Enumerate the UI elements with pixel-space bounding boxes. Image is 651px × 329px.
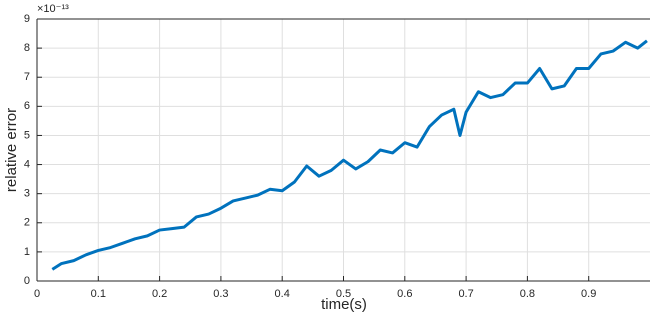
x-tick-label: 0.4 <box>275 288 290 300</box>
y-multiplier: ×10⁻¹³ <box>37 3 69 15</box>
y-tick-label: 6 <box>24 100 30 112</box>
x-tick-label: 0.6 <box>397 288 412 300</box>
y-tick-label: 5 <box>24 129 30 141</box>
y-tick-label: 8 <box>24 42 30 54</box>
x-tick-label: 0.9 <box>581 288 596 300</box>
x-tick-label: 0.2 <box>152 288 167 300</box>
x-tick-label: 0.3 <box>213 288 228 300</box>
data-line <box>51 39 648 271</box>
y-tick-label: 0 <box>24 275 30 287</box>
x-axis-label: time(s) <box>321 296 367 313</box>
y-axis-label: relative error <box>3 108 20 192</box>
y-tick-label: 7 <box>24 71 30 83</box>
y-tick-label: 3 <box>24 188 30 200</box>
x-tick-label: 0.7 <box>458 288 473 300</box>
y-tick-label: 4 <box>24 158 30 170</box>
x-tick-label: 0.1 <box>91 288 106 300</box>
x-tick-label: 0 <box>34 288 40 300</box>
x-tick-label: 0.5 <box>336 288 351 300</box>
y-tick-label: 1 <box>24 246 30 258</box>
y-tick-label: 9 <box>24 13 30 25</box>
x-tick-label: 0.8 <box>520 288 535 300</box>
y-tick-label: 2 <box>24 217 30 229</box>
